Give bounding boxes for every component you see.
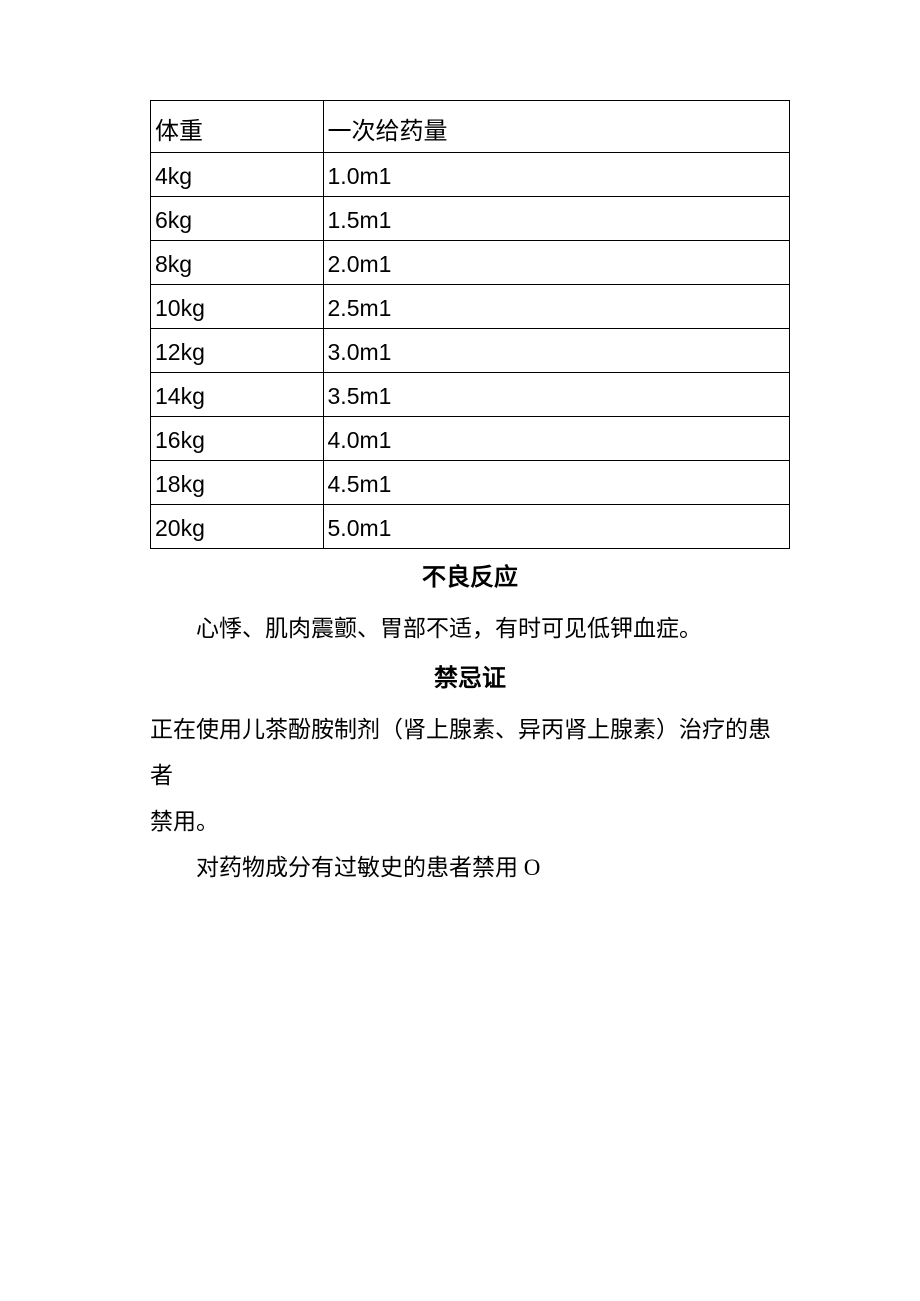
- cell-weight: 4kg: [151, 153, 324, 197]
- cell-weight: 14kg: [151, 373, 324, 417]
- heading-adverse-reactions: 不良反应: [150, 557, 790, 592]
- cell-dose: 3.0m1: [323, 329, 789, 373]
- cell-dose: 3.5m1: [323, 373, 789, 417]
- table-row: 8kg 2.0m1: [151, 241, 790, 285]
- cell-dose: 4.0m1: [323, 417, 789, 461]
- contraindication-line: 正在使用儿茶酚胺制剂（肾上腺素、异丙肾上腺素）治疗的患者: [150, 707, 790, 799]
- table-row: 18kg 4.5m1: [151, 461, 790, 505]
- table-row: 14kg 3.5m1: [151, 373, 790, 417]
- cell-weight: 8kg: [151, 241, 324, 285]
- table-row: 6kg 1.5m1: [151, 197, 790, 241]
- cell-dose: 4.5m1: [323, 461, 789, 505]
- adverse-reactions-body: 心悸、肌肉震颤、胃部不适，有时可见低钾血症。: [150, 606, 790, 652]
- table-row: 10kg 2.5m1: [151, 285, 790, 329]
- table-row: 16kg 4.0m1: [151, 417, 790, 461]
- cell-weight: 12kg: [151, 329, 324, 373]
- table-row: 12kg 3.0m1: [151, 329, 790, 373]
- table-row: 4kg 1.0m1: [151, 153, 790, 197]
- cell-dose: 1.5m1: [323, 197, 789, 241]
- cell-dose: 2.0m1: [323, 241, 789, 285]
- table-row: 20kg 5.0m1: [151, 505, 790, 549]
- table-body: 4kg 1.0m1 6kg 1.5m1 8kg 2.0m1 10kg 2.5m1…: [151, 153, 790, 549]
- table-header-row: 体重 一次给药量: [151, 101, 790, 153]
- cell-dose: 1.0m1: [323, 153, 789, 197]
- contraindication-line: 对药物成分有过敏史的患者禁用 O: [150, 845, 790, 891]
- cell-weight: 18kg: [151, 461, 324, 505]
- cell-dose: 2.5m1: [323, 285, 789, 329]
- cell-dose: 5.0m1: [323, 505, 789, 549]
- header-dose: 一次给药量: [323, 101, 789, 153]
- dosage-table: 体重 一次给药量 4kg 1.0m1 6kg 1.5m1 8kg 2.0m1 1…: [150, 100, 790, 549]
- cell-weight: 6kg: [151, 197, 324, 241]
- contraindications-body: 正在使用儿茶酚胺制剂（肾上腺素、异丙肾上腺素）治疗的患者 禁用。 对药物成分有过…: [150, 707, 790, 891]
- cell-weight: 10kg: [151, 285, 324, 329]
- cell-weight: 16kg: [151, 417, 324, 461]
- cell-weight: 20kg: [151, 505, 324, 549]
- heading-contraindications: 禁忌证: [150, 658, 790, 693]
- contraindication-line: 禁用。: [150, 799, 790, 845]
- header-weight: 体重: [151, 101, 324, 153]
